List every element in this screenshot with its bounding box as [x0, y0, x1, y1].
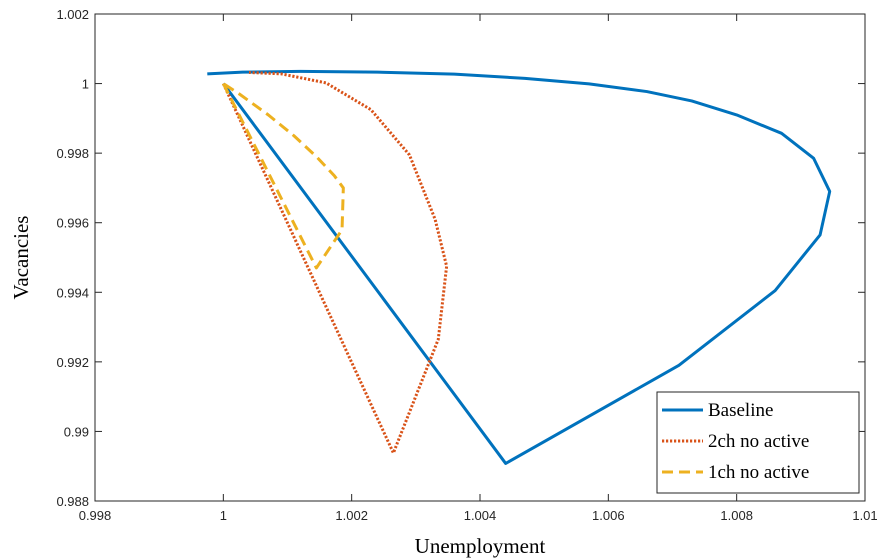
- y-tick-label: 0.99: [64, 424, 89, 439]
- x-tick-label: 0.998: [79, 508, 112, 523]
- y-tick-label: 0.992: [56, 355, 89, 370]
- x-tick-label: 1.006: [592, 508, 625, 523]
- legend-label-3: 1ch no active: [708, 462, 809, 483]
- y-axis: 0.988 0.99 0.992 0.994 0.996 0.998 1 1.002: [56, 7, 865, 509]
- series-line-1: [207, 69, 832, 465]
- y-tick-label: 0.996: [56, 216, 89, 231]
- y-tick-label: 0.998: [56, 146, 89, 161]
- x-tick-label: 1.002: [335, 508, 368, 523]
- series-line-3: [221, 82, 345, 270]
- y-tick-label: 0.994: [56, 285, 89, 300]
- x-axis: 0.998 1 1.002 1.004 1.006 1.008 1.01: [79, 14, 878, 523]
- legend-label-1: Baseline: [708, 400, 773, 421]
- y-tick-label: 0.988: [56, 494, 89, 509]
- x-axis-title: Unemployment: [415, 534, 546, 558]
- series-layer: [207, 69, 832, 465]
- series-line-2: [221, 70, 449, 455]
- legend-items: Baseline 2ch no active 1ch no active: [662, 400, 809, 483]
- legend: Baseline 2ch no active 1ch no active: [656, 391, 860, 494]
- y-axis-title: Vacancies: [9, 216, 33, 300]
- x-tick-label: 1.008: [720, 508, 753, 523]
- legend-label-2: 2ch no active: [708, 431, 809, 452]
- x-tick-label: 1: [220, 508, 227, 523]
- x-tick-label: 1.004: [464, 508, 497, 523]
- y-tick-label: 1: [82, 77, 89, 92]
- x-tick-label: 1.01: [852, 508, 877, 523]
- y-tick-label: 1.002: [56, 7, 89, 22]
